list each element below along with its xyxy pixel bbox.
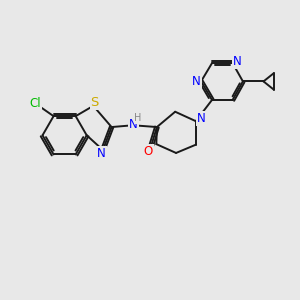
- Text: O: O: [143, 145, 153, 158]
- Text: S: S: [91, 96, 99, 109]
- Text: N: N: [129, 118, 138, 130]
- Text: H: H: [134, 113, 142, 123]
- Text: Cl: Cl: [29, 97, 41, 110]
- Text: N: N: [197, 112, 206, 125]
- Text: N: N: [192, 75, 201, 88]
- Text: N: N: [97, 147, 106, 160]
- Text: N: N: [232, 55, 242, 68]
